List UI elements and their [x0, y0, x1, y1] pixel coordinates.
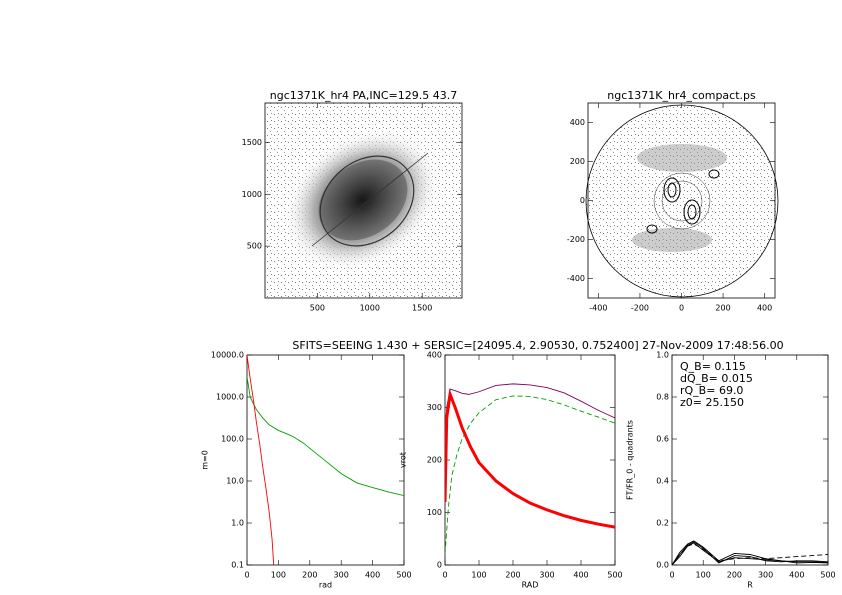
y-tick-label: 1000.0 [216, 393, 244, 402]
y-tick-label: 0.1 [231, 561, 244, 570]
annotation: rQ_B= 69.0 [680, 384, 743, 397]
y-tick-label: 0.2 [656, 519, 669, 528]
y-tick-label: 0.8 [656, 393, 669, 402]
y-tick-label: 1000 [242, 190, 262, 199]
y-tick-label: 0 [580, 196, 585, 205]
x-tick-label: -200 [631, 304, 649, 313]
plot-frame [444, 354, 616, 566]
y-axis-label: FT/FR_0 - quadrants [626, 420, 635, 500]
x-tick-label: 500 [607, 571, 622, 580]
annotation: Q_B= 0.115 [680, 360, 746, 373]
y-tick-label: 0.4 [656, 477, 669, 486]
series-line [672, 540, 828, 565]
series-line [672, 543, 828, 565]
y-tick-label: 300 [427, 403, 442, 412]
x-tick-label: 200 [505, 571, 520, 580]
y-tick-label: 200 [570, 157, 585, 166]
y-axis-label: vrot [399, 452, 408, 468]
x-tick-label: 0 [244, 571, 249, 580]
x-tick-label: 100 [696, 571, 711, 580]
x-tick-label: 0 [669, 571, 674, 580]
series-line [672, 541, 828, 565]
series-line [445, 383, 615, 487]
x-tick-label: 0 [442, 571, 447, 580]
x-tick-label: 200 [302, 571, 317, 580]
y-tick-label: 1.0 [656, 351, 669, 360]
x-tick-label: 100 [471, 571, 486, 580]
x-tick-label: 500 [820, 571, 835, 580]
y-tick-label: -200 [567, 235, 585, 244]
y-tick-label: 100.0 [221, 435, 244, 444]
x-tick-label: 1500 [412, 304, 432, 313]
x-tick-label: 300 [539, 571, 554, 580]
x-tick-label: 500 [310, 304, 325, 313]
x-tick-label: 300 [758, 571, 773, 580]
x-tick-label: -400 [589, 304, 607, 313]
x-tick-label: 1000 [360, 304, 380, 313]
x-tick-label: 200 [727, 571, 742, 580]
y-tick-label: 100 [427, 508, 442, 517]
x-axis-label: R [747, 581, 753, 590]
x-tick-label: 300 [334, 571, 349, 580]
panel-title: ngc1371K_hr4 PA,INC=129.5 43.7 [270, 89, 458, 102]
annotation: dQ_B= 0.015 [680, 372, 753, 385]
x-tick-label: 400 [757, 304, 772, 313]
series-line [445, 388, 615, 529]
y-tick-label: 1.0 [231, 519, 244, 528]
x-tick-label: 500 [396, 571, 411, 580]
x-tick-label: 400 [789, 571, 804, 580]
y-tick-label: 1500 [242, 138, 262, 147]
x-tick-label: 400 [365, 571, 380, 580]
x-tick-label: 400 [573, 571, 588, 580]
compact-map [585, 104, 779, 298]
y-tick-label: 400 [570, 118, 585, 127]
x-axis-label: rad [319, 581, 332, 590]
plot-frame [671, 354, 829, 566]
y-tick-label: 0.0 [656, 561, 669, 570]
y-tick-label: 400 [427, 351, 442, 360]
y-tick-label: -400 [567, 274, 585, 283]
galaxy-image [265, 103, 462, 298]
panel-title: ngc1371K_hr4_compact.ps [607, 89, 756, 102]
y-tick-label: 10000.0 [211, 351, 244, 360]
y-axis-label: m=0 [201, 450, 210, 470]
series-line [445, 395, 615, 555]
series-line [247, 376, 404, 497]
annotation: z0= 25.150 [680, 396, 744, 409]
series-line [247, 355, 275, 565]
y-tick-label: 200 [427, 456, 442, 465]
x-tick-label: 0 [679, 304, 684, 313]
figure-title: SFITS=SEEING 1.430 + SERSIC=[24095.4, 2.… [292, 339, 783, 352]
x-tick-label: 200 [715, 304, 730, 313]
y-tick-label: 0.6 [656, 435, 669, 444]
plot-frame [246, 354, 405, 566]
x-axis-label: RAD [522, 581, 539, 590]
y-tick-label: 0 [437, 561, 442, 570]
y-tick-label: 10.0 [226, 477, 244, 486]
x-tick-label: 100 [271, 571, 286, 580]
plot-frame [264, 102, 463, 299]
y-tick-label: 500 [247, 242, 262, 251]
